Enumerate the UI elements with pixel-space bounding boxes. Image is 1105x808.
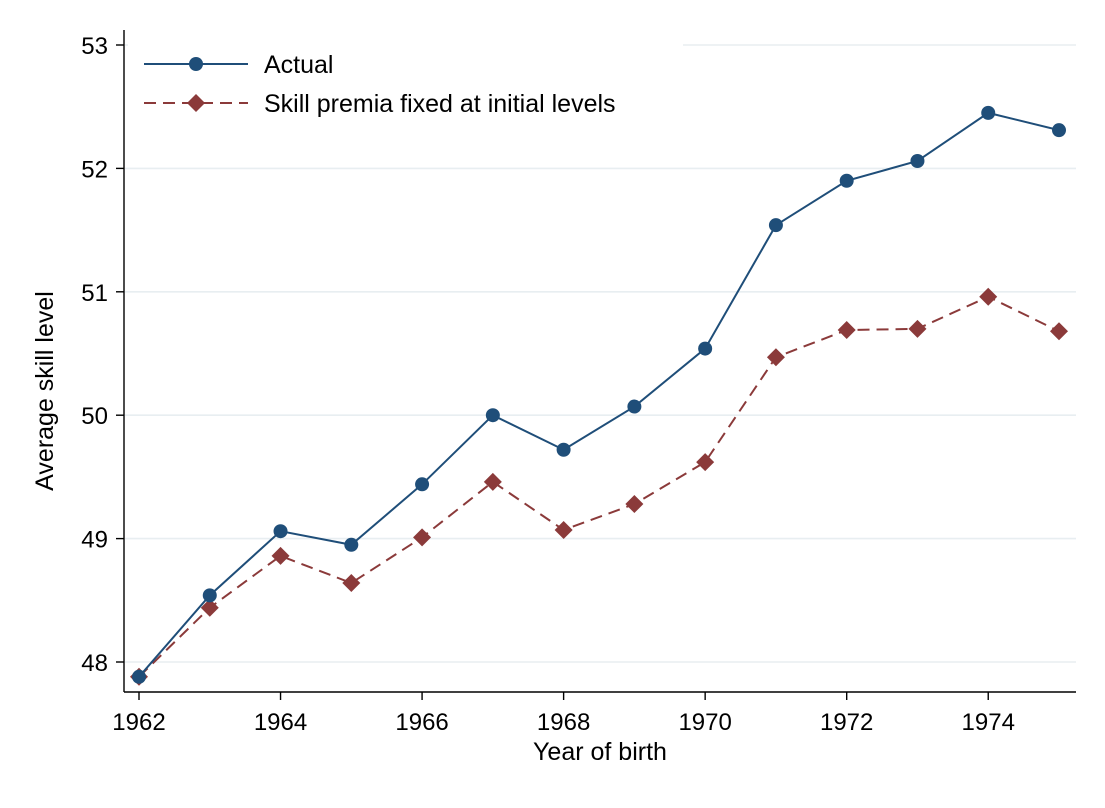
- y-tick-label: 50: [81, 403, 108, 430]
- data-point: [483, 472, 502, 491]
- y-tick-label: 52: [81, 156, 108, 183]
- data-point: [625, 495, 644, 514]
- data-point: [768, 218, 783, 233]
- data-point: [908, 319, 927, 338]
- data-point: [979, 287, 998, 306]
- data-point: [698, 341, 713, 356]
- data-point: [910, 153, 925, 168]
- data-point: [271, 546, 290, 565]
- data-point: [1052, 123, 1066, 138]
- data-point: [273, 524, 288, 539]
- data-point: [627, 399, 642, 414]
- x-tick-label: 1966: [395, 709, 448, 736]
- x-tick-label: 1964: [254, 709, 307, 736]
- data-point: [132, 669, 146, 684]
- data-point: [342, 574, 361, 593]
- data-point: [413, 528, 432, 547]
- legend-label-counterfactual: Skill premia fixed at initial levels: [264, 90, 616, 118]
- axes: [123, 30, 1076, 693]
- series: [130, 105, 1068, 686]
- y-tick-label: 53: [81, 33, 108, 60]
- series-line: [138, 295, 1060, 678]
- data-point: [1050, 322, 1068, 341]
- x-tick-label: 1974: [962, 709, 1015, 736]
- data-point: [200, 598, 219, 617]
- data-point: [485, 408, 500, 423]
- y-tick-label: 51: [81, 280, 108, 307]
- data-point: [766, 348, 785, 367]
- x-tick-label: 1968: [537, 709, 590, 736]
- gridlines: [125, 44, 1076, 663]
- data-point: [839, 173, 854, 188]
- x-tick-label: 1970: [678, 709, 731, 736]
- x-axis-title: Year of birth: [533, 738, 667, 766]
- series-counterfactual: [130, 287, 1068, 686]
- data-point: [344, 537, 359, 552]
- y-tick-label: 49: [81, 527, 108, 554]
- data-point: [981, 105, 996, 120]
- x-tick-label: 1972: [820, 709, 873, 736]
- legend-item-counterfactual: Skill premia fixed at initial levels: [144, 90, 616, 118]
- series-actual: [132, 105, 1066, 684]
- data-point: [556, 442, 571, 457]
- legend-label-actual: Actual: [264, 51, 333, 79]
- data-point: [696, 453, 715, 472]
- data-point: [554, 520, 573, 539]
- data-point: [837, 321, 856, 340]
- y-tick-label: 48: [81, 650, 108, 677]
- series-line: [138, 111, 1060, 678]
- legend-item-actual: Actual: [144, 51, 333, 79]
- y-axis-title: Average skill level: [31, 291, 59, 491]
- legend-marker-diamond: [187, 94, 205, 112]
- data-point: [415, 477, 430, 492]
- legend: Actual Skill premia fixed at initial lev…: [128, 34, 683, 130]
- legend-background: [128, 34, 683, 130]
- x-tick-label: 1962: [112, 709, 165, 736]
- legend-marker-circle: [189, 57, 203, 71]
- ticks: 48 49 50 51 52 53 1962 1964 1966 1968 1970 1972 1974: [81, 33, 1015, 736]
- data-point: [202, 588, 217, 603]
